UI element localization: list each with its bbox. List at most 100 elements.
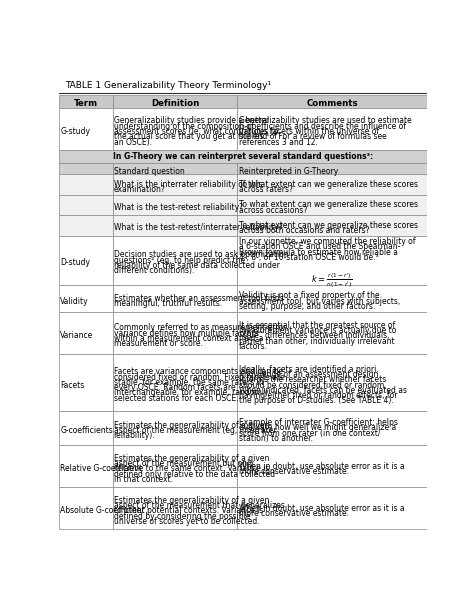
Text: understanding of the composition of: understanding of the composition of bbox=[114, 122, 254, 131]
Bar bbox=[112, 354, 237, 410]
Text: measurement or score.: measurement or score. bbox=[114, 340, 202, 349]
Text: In G-Theory we can reinterpret several standard questions³:: In G-Theory we can reinterpret several s… bbox=[113, 152, 373, 161]
Bar bbox=[237, 174, 427, 195]
Text: To what extent can we generalize these scores: To what extent can we generalize these s… bbox=[238, 180, 418, 189]
Bar bbox=[237, 354, 427, 410]
Bar bbox=[112, 108, 237, 150]
Text: When in doubt, use absolute error as it is a: When in doubt, use absolute error as it … bbox=[238, 462, 404, 471]
Text: Estimates the generalizability of a given: Estimates the generalizability of a give… bbox=[114, 454, 269, 463]
Text: Term: Term bbox=[74, 99, 98, 108]
Text: When in doubt, use absolute error as it is a: When in doubt, use absolute error as it … bbox=[238, 504, 404, 513]
Text: It is essential that the greatest source of: It is essential that the greatest source… bbox=[238, 321, 395, 330]
Text: Definition: Definition bbox=[151, 99, 199, 108]
Bar bbox=[59, 488, 112, 530]
Text: assessment scores (ie, what contributes to: assessment scores (ie, what contributes … bbox=[114, 127, 278, 136]
Text: reliability of the same data collected under: reliability of the same data collected u… bbox=[114, 261, 280, 270]
Bar bbox=[112, 235, 237, 285]
Text: to other potential contexts. Variance is: to other potential contexts. Variance is bbox=[114, 506, 263, 515]
Text: Validity: Validity bbox=[60, 297, 89, 305]
Text: different conditions).: different conditions). bbox=[114, 266, 194, 275]
Text: in that context.: in that context. bbox=[114, 475, 173, 484]
Text: $k = \frac{r\,(1-r')}{n\,(1-r')}$: $k = \frac{r\,(1-r')}{n\,(1-r')}$ bbox=[311, 272, 353, 290]
Text: G-study: G-study bbox=[60, 127, 91, 136]
Bar bbox=[112, 285, 237, 312]
Text: Estimates whether an assessment tool finds: Estimates whether an assessment tool fin… bbox=[114, 294, 283, 303]
Text: Generalizability studies are used to estimate: Generalizability studies are used to est… bbox=[238, 116, 411, 125]
Bar bbox=[59, 95, 112, 108]
Bar bbox=[59, 174, 112, 195]
Text: defined only relative to the data collected: defined only relative to the data collec… bbox=[114, 470, 275, 479]
Text: the purpose of D-studies. (See TABLE 4).: the purpose of D-studies. (See TABLE 4). bbox=[238, 397, 393, 406]
Bar bbox=[237, 215, 427, 235]
Text: factors.: factors. bbox=[238, 342, 268, 351]
Text: Facets: Facets bbox=[60, 380, 85, 389]
Bar bbox=[237, 108, 427, 150]
Text: within a measurement context affect a: within a measurement context affect a bbox=[114, 334, 263, 343]
Text: variance defines how multiple factors: variance defines how multiple factors bbox=[114, 329, 258, 338]
Bar bbox=[112, 195, 237, 215]
Text: questions² (eg, to help predict the: questions² (eg, to help predict the bbox=[114, 256, 245, 265]
Text: Comments: Comments bbox=[306, 99, 358, 108]
Text: Commonly referred to as measurement error,: Commonly referred to as measurement erro… bbox=[114, 323, 288, 332]
Text: a 6-station OSCE and used the Spearman-: a 6-station OSCE and used the Spearman- bbox=[238, 242, 400, 251]
Text: universe of scores yet to be collected.: universe of scores yet to be collected. bbox=[114, 517, 259, 526]
Text: When indicated, facets can be evaluated as: When indicated, facets can be evaluated … bbox=[238, 386, 407, 395]
Bar bbox=[112, 163, 237, 174]
Text: aspect of the measurement (eg, interrater: aspect of the measurement (eg, interrate… bbox=[114, 426, 276, 435]
Text: having either fixed or random effects, for: having either fixed or random effects, f… bbox=[238, 391, 397, 400]
Text: Absolute G-coefficient: Absolute G-coefficient bbox=[60, 506, 145, 515]
Bar bbox=[237, 195, 427, 215]
Text: G-coefficients and describe the influence of: G-coefficients and describe the influenc… bbox=[238, 122, 406, 131]
Text: aspect of the measurement but only: aspect of the measurement but only bbox=[114, 459, 254, 468]
Text: Knowledge of an assessment design: Knowledge of an assessment design bbox=[238, 370, 378, 379]
Text: To what extent can we generalize these scores: To what extent can we generalize these s… bbox=[238, 221, 418, 230]
Text: evaluate how well we might generalize a: evaluate how well we might generalize a bbox=[238, 423, 396, 432]
Text: “true” differences between individuals,: “true” differences between individuals, bbox=[238, 331, 389, 340]
Bar bbox=[112, 95, 237, 108]
Text: measurement variance is actually due to: measurement variance is actually due to bbox=[238, 326, 396, 335]
Bar bbox=[59, 235, 112, 285]
Bar bbox=[237, 445, 427, 488]
Text: across both occasions and raters?: across both occasions and raters? bbox=[238, 226, 369, 235]
Bar bbox=[112, 445, 237, 488]
Bar bbox=[59, 312, 112, 354]
Text: G-coefficients: G-coefficients bbox=[60, 426, 113, 435]
Bar bbox=[59, 215, 112, 235]
Text: considered fixed or random. Fixed facets are: considered fixed or random. Fixed facets… bbox=[114, 373, 284, 382]
Bar bbox=[59, 163, 112, 174]
Text: setting, purpose, and other factors.: setting, purpose, and other factors. bbox=[238, 302, 375, 311]
Bar bbox=[59, 445, 112, 488]
Text: Reinterpreted in G-Theory: Reinterpreted in G-Theory bbox=[238, 167, 338, 176]
Text: Standard question: Standard question bbox=[114, 167, 184, 176]
Text: Estimates the generalizability of a given: Estimates the generalizability of a give… bbox=[114, 496, 269, 505]
Bar bbox=[112, 410, 237, 445]
Text: examination?: examination? bbox=[114, 185, 165, 194]
Text: aspect of the measurement that generalizes: aspect of the measurement that generaliz… bbox=[114, 501, 284, 510]
Text: the actual score that you get at the end of: the actual score that you get at the end… bbox=[114, 132, 277, 141]
Bar bbox=[237, 488, 427, 530]
Bar bbox=[237, 312, 427, 354]
Text: Estimates the generalizability of a given: Estimates the generalizability of a give… bbox=[114, 421, 269, 430]
Text: an OSCE).: an OSCE). bbox=[114, 138, 152, 147]
Text: Facets are variance components and can be: Facets are variance components and can b… bbox=[114, 367, 283, 376]
Bar bbox=[237, 163, 427, 174]
Text: In our vignette, we computed the reliability of: In our vignette, we computed the reliabi… bbox=[238, 237, 415, 246]
Text: score from one rater (in one context/: score from one rater (in one context/ bbox=[238, 429, 380, 438]
Text: across raters?: across raters? bbox=[238, 185, 292, 194]
Text: more conservative estimate.: more conservative estimate. bbox=[238, 509, 348, 518]
Bar bbox=[59, 150, 427, 163]
Text: informs the researcher whether facets: informs the researcher whether facets bbox=[238, 375, 386, 384]
Text: across occasions?: across occasions? bbox=[238, 205, 307, 214]
Text: references 3 and 12.: references 3 and 12. bbox=[238, 138, 318, 147]
Text: What is the test-retest reliability?: What is the test-retest reliability? bbox=[114, 203, 243, 212]
Text: Decision studies are used to ask optimization: Decision studies are used to ask optimiz… bbox=[114, 250, 288, 259]
Text: interchangeable, for example, randomly: interchangeable, for example, randomly bbox=[114, 389, 268, 398]
Bar bbox=[59, 195, 112, 215]
Text: Relative G-coefficient: Relative G-coefficient bbox=[60, 464, 143, 473]
Bar bbox=[112, 312, 237, 354]
Text: reliability).: reliability). bbox=[114, 431, 155, 440]
Bar bbox=[59, 285, 112, 312]
Text: assessment tool, but varies with subjects,: assessment tool, but varies with subject… bbox=[238, 297, 400, 305]
Bar bbox=[237, 95, 427, 108]
Bar bbox=[112, 488, 237, 530]
